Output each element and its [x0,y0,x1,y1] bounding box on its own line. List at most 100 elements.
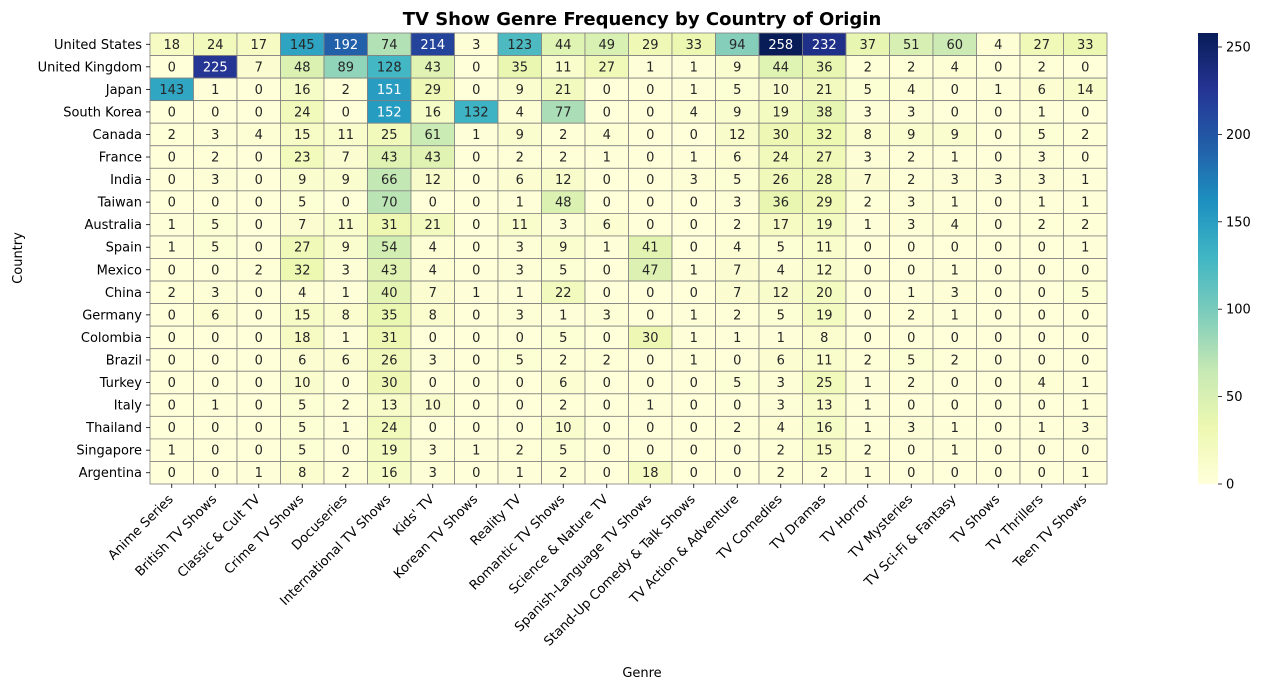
cell-value-label: 1 [516,466,524,481]
cell-value-label: 4 [516,105,524,120]
cell-value-label: 0 [646,128,654,143]
cell-value-label: 0 [516,376,524,391]
cell-value-label: 6 [298,353,306,368]
cell-value-label: 0 [603,421,611,436]
cell-value-label: 3 [211,128,219,143]
cell-value-label: 47 [642,263,659,278]
colorbar-tick-label: 50 [1226,390,1243,405]
cell-value-label: 2 [907,308,915,323]
cell-value-label: 0 [255,105,263,120]
cell-value-label: 0 [994,286,1002,301]
cell-value-label: 1 [951,151,959,166]
cell-value-label: 2 [1081,218,1089,233]
cell-value-label: 7 [298,218,306,233]
cell-value-label: 3 [429,466,437,481]
cell-value-label: 0 [690,444,698,459]
cell-value-label: 0 [255,151,263,166]
y-axis-title: Country [11,232,26,284]
cell-value-label: 7 [733,263,741,278]
y-axis-ticks: United States United Kingdom Japan South Ko… [38,38,150,481]
cell-value-label: 27 [1033,38,1050,53]
cell-value-label: 5 [298,196,306,211]
cell-value-label: 225 [203,60,228,75]
cell-value-label: 0 [951,399,959,414]
cell-value-label: 8 [342,308,350,323]
cell-value-label: 1 [342,286,350,301]
cell-value-label: 1 [690,83,698,98]
cell-value-label: 25 [816,376,833,391]
cell-value-label: 0 [603,466,611,481]
cell-value-label: 8 [820,331,828,346]
cell-value-label: 6 [1038,83,1046,98]
cell-value-label: 9 [733,60,741,75]
cell-value-label: 9 [907,128,915,143]
cell-value-label: 19 [816,308,833,323]
cell-value-label: 0 [646,173,654,188]
cell-value-label: 41 [642,241,659,256]
chart-title: TV Show Genre Frequency by Country of Or… [403,9,882,30]
colorbar-tick-label: 250 [1226,40,1251,55]
cell-value-label: 13 [816,399,833,414]
cell-value-label: 0 [429,331,437,346]
cell-value-label: 0 [255,331,263,346]
cell-value-label: 43 [424,60,441,75]
cell-value-label: 0 [1081,308,1089,323]
cell-value-label: 0 [168,60,176,75]
cell-value-label: 0 [864,286,872,301]
cell-value-label: 23 [294,151,311,166]
cell-value-label: 3 [690,173,698,188]
cell-value-label: 7 [864,173,872,188]
cell-value-label: 1 [516,196,524,211]
cell-value-label: 19 [381,444,398,459]
cell-value-label: 6 [211,308,219,323]
cell-value-label: 0 [603,399,611,414]
cell-value-label: 0 [168,105,176,120]
cell-value-label: 2 [559,399,567,414]
cell-value-label: 3 [516,308,524,323]
cell-value-label: 0 [472,421,480,436]
x-axis-title: Genre [622,666,661,681]
cell-value-label: 11 [337,128,354,143]
cell-value-label: 143 [159,83,184,98]
cell-value-label: 0 [907,444,915,459]
y-tick-label: France [99,151,142,166]
cell-value-label: 1 [864,399,872,414]
colorbar-tick-label: 100 [1226,303,1251,318]
cell-value-label: 2 [342,466,350,481]
cell-value-label: 4 [298,286,306,301]
cell-value-label: 0 [907,399,915,414]
cell-value-label: 2 [733,421,741,436]
cell-value-label: 0 [1038,444,1046,459]
colorbar-tick-label: 0 [1226,478,1234,493]
cell-value-label: 0 [168,421,176,436]
cell-value-label: 48 [555,196,572,211]
cell-value-label: 36 [816,60,833,75]
cell-value-label: 0 [733,353,741,368]
cell-value-label: 0 [951,376,959,391]
cell-value-label: 0 [1038,286,1046,301]
cell-value-label: 0 [255,83,263,98]
cell-value-label: 5 [211,218,219,233]
cell-value-label: 18 [642,466,659,481]
cell-value-label: 31 [381,218,398,233]
cell-value-label: 0 [864,241,872,256]
cell-value-label: 3 [951,286,959,301]
cell-value-label: 0 [168,263,176,278]
cell-value-label: 1 [472,128,480,143]
cell-value-label: 33 [685,38,702,53]
cell-value-label: 60 [946,38,963,53]
cell-value-label: 1 [168,444,176,459]
cell-value-label: 0 [994,263,1002,278]
cell-value-label: 152 [377,105,402,120]
cell-value-label: 38 [816,105,833,120]
cell-value-label: 0 [168,196,176,211]
cell-value-label: 0 [603,331,611,346]
cell-value-label: 1 [907,286,915,301]
cell-value-label: 28 [816,173,833,188]
cell-value-label: 35 [511,60,528,75]
cell-value-label: 11 [337,218,354,233]
cell-value-label: 66 [381,173,398,188]
cell-value-label: 0 [646,83,654,98]
cell-value-label: 21 [555,83,572,98]
cell-value-label: 1 [1081,466,1089,481]
